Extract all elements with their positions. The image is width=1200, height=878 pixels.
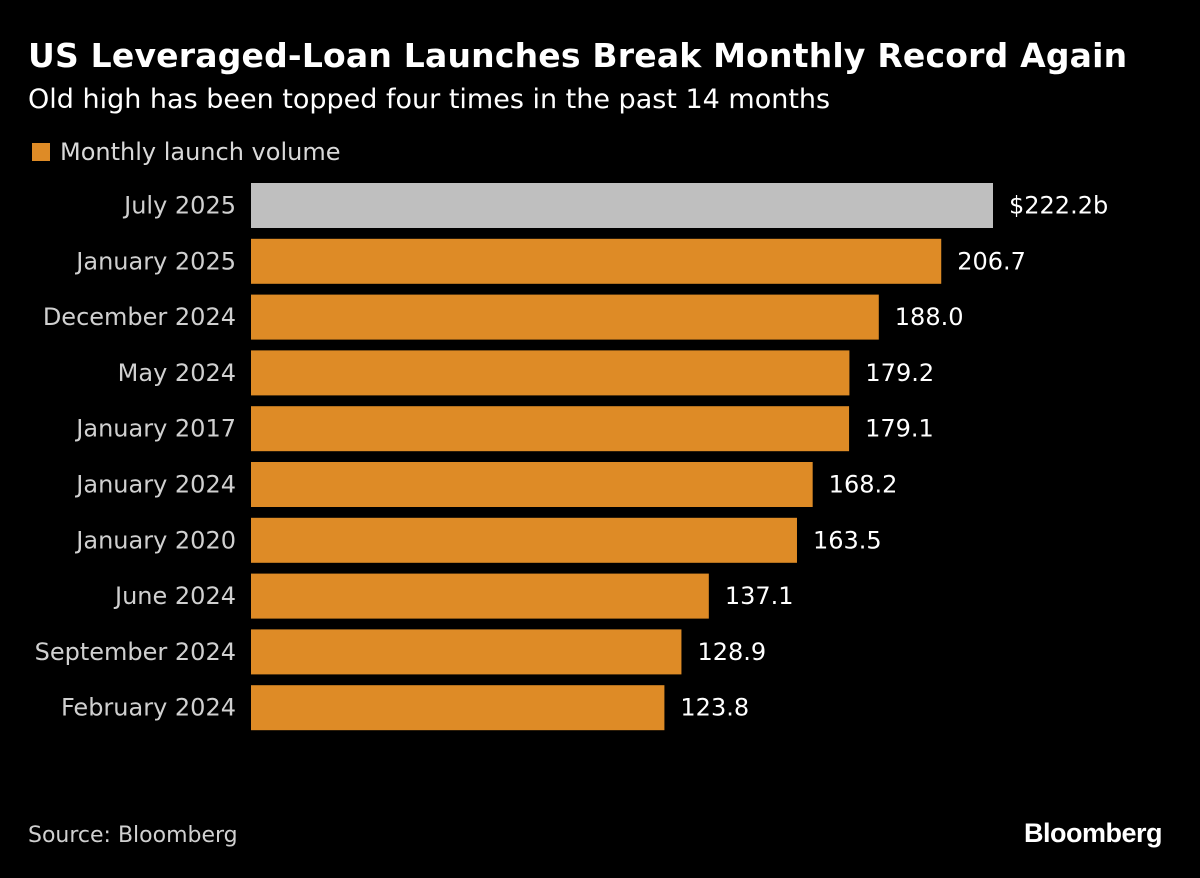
category-label: January 2020 [74, 526, 236, 554]
legend-label: Monthly launch volume [60, 138, 341, 166]
chart-subtitle: Old high has been topped four times in t… [28, 84, 831, 115]
category-label: September 2024 [35, 638, 236, 666]
bar [251, 462, 813, 507]
bloomberg-logo: Bloomberg [1023, 818, 1163, 848]
value-label: 128.9 [697, 638, 766, 666]
category-label: December 2024 [43, 303, 236, 331]
value-label: $222.2b [1009, 192, 1108, 220]
value-label: 179.2 [865, 359, 934, 387]
chart-title: US Leveraged-Loan Launches Break Monthly… [28, 36, 1128, 75]
value-label: 188.0 [895, 303, 964, 331]
value-label: 163.5 [813, 526, 882, 554]
bar [251, 294, 879, 340]
category-label: June 2024 [113, 582, 236, 610]
bar [251, 573, 709, 619]
category-label: May 2024 [118, 359, 236, 387]
bar [251, 517, 797, 563]
bar [251, 629, 682, 675]
bar [251, 406, 850, 452]
legend: Monthly launch volume [32, 138, 340, 166]
bar [251, 183, 993, 228]
category-label: February 2024 [61, 694, 236, 722]
bar [251, 238, 942, 284]
source-note: Source: Bloomberg [28, 823, 238, 848]
value-label: 168.2 [829, 471, 898, 499]
value-label: 137.1 [725, 582, 794, 610]
category-label: January 2024 [74, 471, 236, 499]
value-label: 206.7 [957, 247, 1026, 275]
legend-swatch [32, 143, 50, 161]
value-label: 179.1 [865, 415, 934, 443]
bar [251, 350, 850, 396]
bar [251, 685, 665, 731]
category-label: January 2025 [74, 247, 236, 275]
category-label: July 2025 [122, 192, 236, 220]
category-label: January 2017 [74, 415, 236, 443]
value-label: 123.8 [680, 694, 749, 722]
